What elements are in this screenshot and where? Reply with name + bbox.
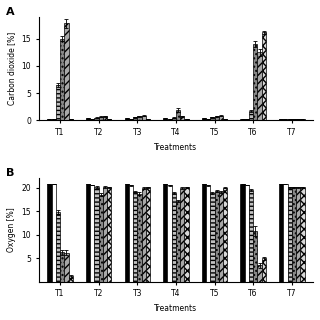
- Bar: [107, 119, 111, 120]
- Bar: [64, 23, 68, 120]
- Bar: [99, 117, 103, 120]
- Bar: [60, 252, 64, 282]
- X-axis label: Treatments: Treatments: [154, 143, 197, 152]
- Bar: [223, 119, 227, 120]
- Bar: [64, 253, 68, 282]
- Bar: [141, 188, 146, 282]
- Bar: [300, 187, 305, 282]
- Bar: [262, 258, 266, 282]
- Bar: [103, 116, 107, 120]
- Bar: [240, 119, 245, 120]
- Bar: [167, 119, 172, 120]
- Bar: [47, 119, 52, 120]
- Bar: [206, 185, 210, 282]
- Bar: [129, 119, 133, 120]
- Bar: [296, 119, 300, 120]
- Bar: [283, 119, 288, 120]
- Bar: [219, 192, 223, 282]
- Bar: [223, 188, 227, 282]
- Bar: [129, 185, 133, 282]
- Bar: [52, 184, 56, 282]
- Bar: [167, 185, 172, 282]
- Bar: [90, 119, 94, 120]
- Bar: [210, 117, 214, 120]
- Bar: [86, 118, 90, 120]
- Bar: [137, 194, 141, 282]
- Bar: [137, 116, 141, 120]
- Bar: [292, 119, 296, 120]
- Bar: [253, 231, 257, 282]
- Bar: [146, 187, 150, 282]
- Bar: [292, 187, 296, 282]
- Bar: [47, 184, 52, 282]
- Bar: [184, 119, 189, 120]
- Bar: [279, 119, 283, 120]
- Bar: [214, 116, 219, 120]
- Bar: [94, 118, 99, 120]
- Bar: [146, 119, 150, 120]
- Bar: [257, 52, 262, 120]
- Bar: [133, 117, 137, 120]
- Bar: [133, 191, 137, 282]
- Bar: [90, 185, 94, 282]
- Bar: [172, 193, 176, 282]
- Bar: [68, 119, 73, 120]
- Bar: [60, 39, 64, 120]
- Bar: [245, 185, 249, 282]
- Bar: [249, 190, 253, 282]
- Bar: [176, 201, 180, 282]
- Y-axis label: Oxygen [%]: Oxygen [%]: [7, 208, 16, 252]
- Bar: [210, 193, 214, 282]
- X-axis label: Treatments: Treatments: [154, 304, 197, 313]
- Bar: [283, 184, 288, 282]
- Bar: [184, 187, 189, 282]
- Bar: [296, 187, 300, 282]
- Bar: [163, 184, 167, 282]
- Bar: [249, 111, 253, 120]
- Bar: [141, 116, 146, 120]
- Bar: [68, 276, 73, 282]
- Y-axis label: Carbon dioxide [%]: Carbon dioxide [%]: [7, 32, 16, 105]
- Bar: [107, 187, 111, 282]
- Bar: [124, 118, 129, 120]
- Bar: [300, 119, 305, 120]
- Bar: [262, 32, 266, 120]
- Bar: [176, 110, 180, 120]
- Bar: [279, 184, 283, 282]
- Bar: [288, 187, 292, 282]
- Bar: [180, 188, 184, 282]
- Bar: [163, 118, 167, 120]
- Bar: [257, 265, 262, 282]
- Bar: [103, 187, 107, 282]
- Bar: [202, 184, 206, 282]
- Bar: [245, 119, 249, 120]
- Bar: [94, 187, 99, 282]
- Bar: [219, 116, 223, 120]
- Bar: [240, 184, 245, 282]
- Bar: [214, 191, 219, 282]
- Bar: [253, 44, 257, 120]
- Bar: [99, 195, 103, 282]
- Bar: [56, 85, 60, 120]
- Bar: [86, 184, 90, 282]
- Bar: [52, 119, 56, 120]
- Bar: [56, 212, 60, 282]
- Bar: [206, 119, 210, 120]
- Bar: [288, 119, 292, 120]
- Text: B: B: [6, 168, 14, 178]
- Text: A: A: [6, 7, 14, 17]
- Bar: [202, 118, 206, 120]
- Bar: [180, 116, 184, 120]
- Bar: [124, 184, 129, 282]
- Bar: [172, 118, 176, 120]
